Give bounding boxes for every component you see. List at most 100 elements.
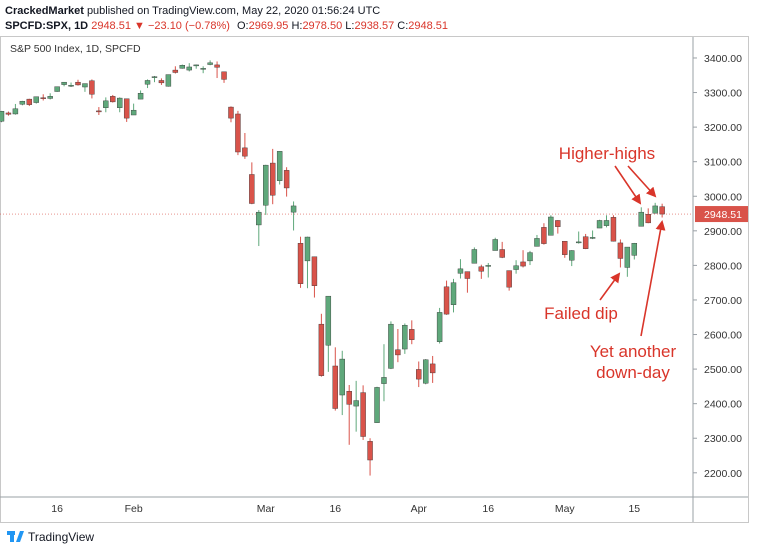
symbol-line: SPCFD:SPX, 1D 2948.51 ▼ −23.10 (−0.78%) … (5, 20, 448, 32)
candle-body (172, 69, 179, 73)
candle-body (485, 265, 491, 267)
candle-body (555, 220, 561, 227)
change: ▼ −23.10 (−0.78%) (134, 20, 230, 32)
plot (0, 60, 693, 476)
candle-body (499, 249, 505, 258)
candle-body (541, 227, 547, 244)
candle-body (214, 64, 220, 68)
y-tick-label: 2700.00 (704, 295, 742, 307)
arrow (640, 220, 666, 337)
candle-body (228, 106, 234, 119)
candle-body (353, 400, 359, 407)
candle-body (47, 96, 53, 99)
price-label-box (695, 206, 748, 223)
candle-body (436, 312, 443, 342)
ohlc-value: 2978.50 (302, 20, 342, 32)
ohlc-value: 2948.51 (408, 20, 448, 32)
candle-body (193, 64, 199, 67)
candle-body (610, 217, 617, 242)
candle-body (395, 349, 401, 356)
candle-body (144, 80, 151, 85)
candle-body (270, 162, 276, 196)
chart-frame (0, 36, 749, 523)
candle-body (596, 220, 603, 229)
candle-body (582, 236, 589, 249)
y-tick-label: 3200.00 (704, 122, 742, 134)
candle-body (179, 65, 186, 69)
candle-body (137, 93, 144, 100)
candle-body (0, 111, 5, 122)
candle-body (520, 261, 526, 267)
candle-body (645, 214, 651, 224)
candle-body (527, 252, 533, 262)
y-tick-label: 2400.00 (704, 399, 742, 411)
candle-body (652, 205, 658, 214)
candle-body (186, 66, 192, 71)
candle-body (221, 71, 227, 80)
candle-body (624, 246, 631, 268)
candle-body (381, 377, 387, 384)
y-tick-label: 2800.00 (704, 260, 742, 272)
candle-body (283, 170, 290, 189)
ohlc-value: 2938.57 (354, 20, 394, 32)
candle-body (617, 242, 624, 259)
candle-body (40, 97, 46, 99)
brand-name: TradingView (28, 530, 94, 544)
candle-body (360, 392, 366, 437)
candle-body (311, 256, 318, 286)
candle-body (158, 80, 165, 84)
arrow (614, 165, 642, 205)
ohlc-label: O: (237, 20, 249, 32)
header-line: CrackedMarket published on TradingView.c… (5, 5, 380, 17)
candle-body (151, 76, 158, 78)
candle-body (235, 113, 241, 153)
chart-title: S&P 500 Index, 1D, SPCFD (10, 43, 141, 55)
candle-body (562, 240, 568, 255)
candle-body (5, 112, 12, 115)
candle-body (165, 74, 172, 87)
candle-body (297, 243, 304, 284)
candle-body (26, 98, 33, 105)
y-tick-label: 2200.00 (704, 468, 742, 480)
candle-body (443, 286, 450, 315)
ohlc-value: 2969.95 (249, 20, 289, 32)
arrow (627, 165, 657, 198)
candle-body (346, 391, 352, 405)
candle-body (589, 237, 596, 239)
symbol: SPCFD:SPX, 1D (5, 20, 88, 32)
candle-body (117, 97, 123, 108)
candle-body (33, 96, 39, 103)
x-tick-label: Mar (257, 503, 276, 515)
candle-body (339, 358, 345, 396)
candle-body (534, 238, 540, 247)
y-tick-label: 2600.00 (704, 330, 742, 342)
x-tick-label: 16 (482, 503, 494, 515)
candle-body (242, 147, 248, 157)
candle-body (19, 100, 26, 105)
candle-body (548, 216, 554, 236)
candle-body (82, 83, 88, 88)
candle-body (75, 81, 81, 86)
candle-body (256, 211, 262, 226)
publisher: CrackedMarket (5, 5, 84, 17)
candle-body (409, 329, 415, 340)
candle-body (374, 387, 380, 423)
candle-body (290, 205, 297, 213)
candle-body (659, 206, 665, 215)
candle-body (103, 100, 109, 108)
candle-body (422, 359, 429, 384)
candle-body (12, 108, 19, 115)
candle-body (569, 250, 575, 261)
candle-body (332, 365, 338, 409)
x-tick-label: 16 (329, 503, 341, 515)
ohlc-label: L: (345, 20, 354, 32)
candle-body (318, 323, 325, 376)
candle-body (207, 62, 213, 65)
x-tick-label: May (555, 503, 576, 515)
candle-body (130, 109, 137, 116)
candle-body (276, 151, 283, 181)
candle-body (110, 96, 116, 103)
brand-logo (7, 531, 24, 542)
y-tick-label: 3000.00 (704, 191, 742, 203)
candle-body (304, 236, 311, 262)
